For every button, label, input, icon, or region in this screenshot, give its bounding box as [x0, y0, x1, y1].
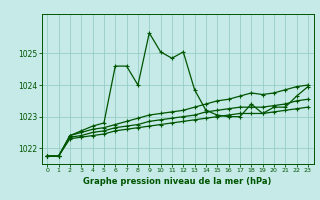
X-axis label: Graphe pression niveau de la mer (hPa): Graphe pression niveau de la mer (hPa) — [84, 177, 272, 186]
